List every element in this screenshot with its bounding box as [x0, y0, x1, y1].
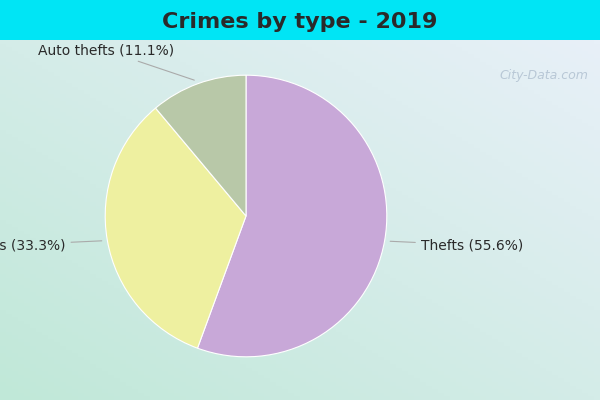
Wedge shape	[197, 75, 387, 357]
Text: Thefts (55.6%): Thefts (55.6%)	[390, 238, 523, 252]
Wedge shape	[105, 108, 246, 348]
Wedge shape	[155, 75, 246, 216]
Text: Burglaries (33.3%): Burglaries (33.3%)	[0, 238, 102, 252]
Text: City-Data.com: City-Data.com	[499, 69, 588, 82]
Text: Crimes by type - 2019: Crimes by type - 2019	[163, 12, 437, 32]
Text: Auto thefts (11.1%): Auto thefts (11.1%)	[38, 44, 194, 80]
